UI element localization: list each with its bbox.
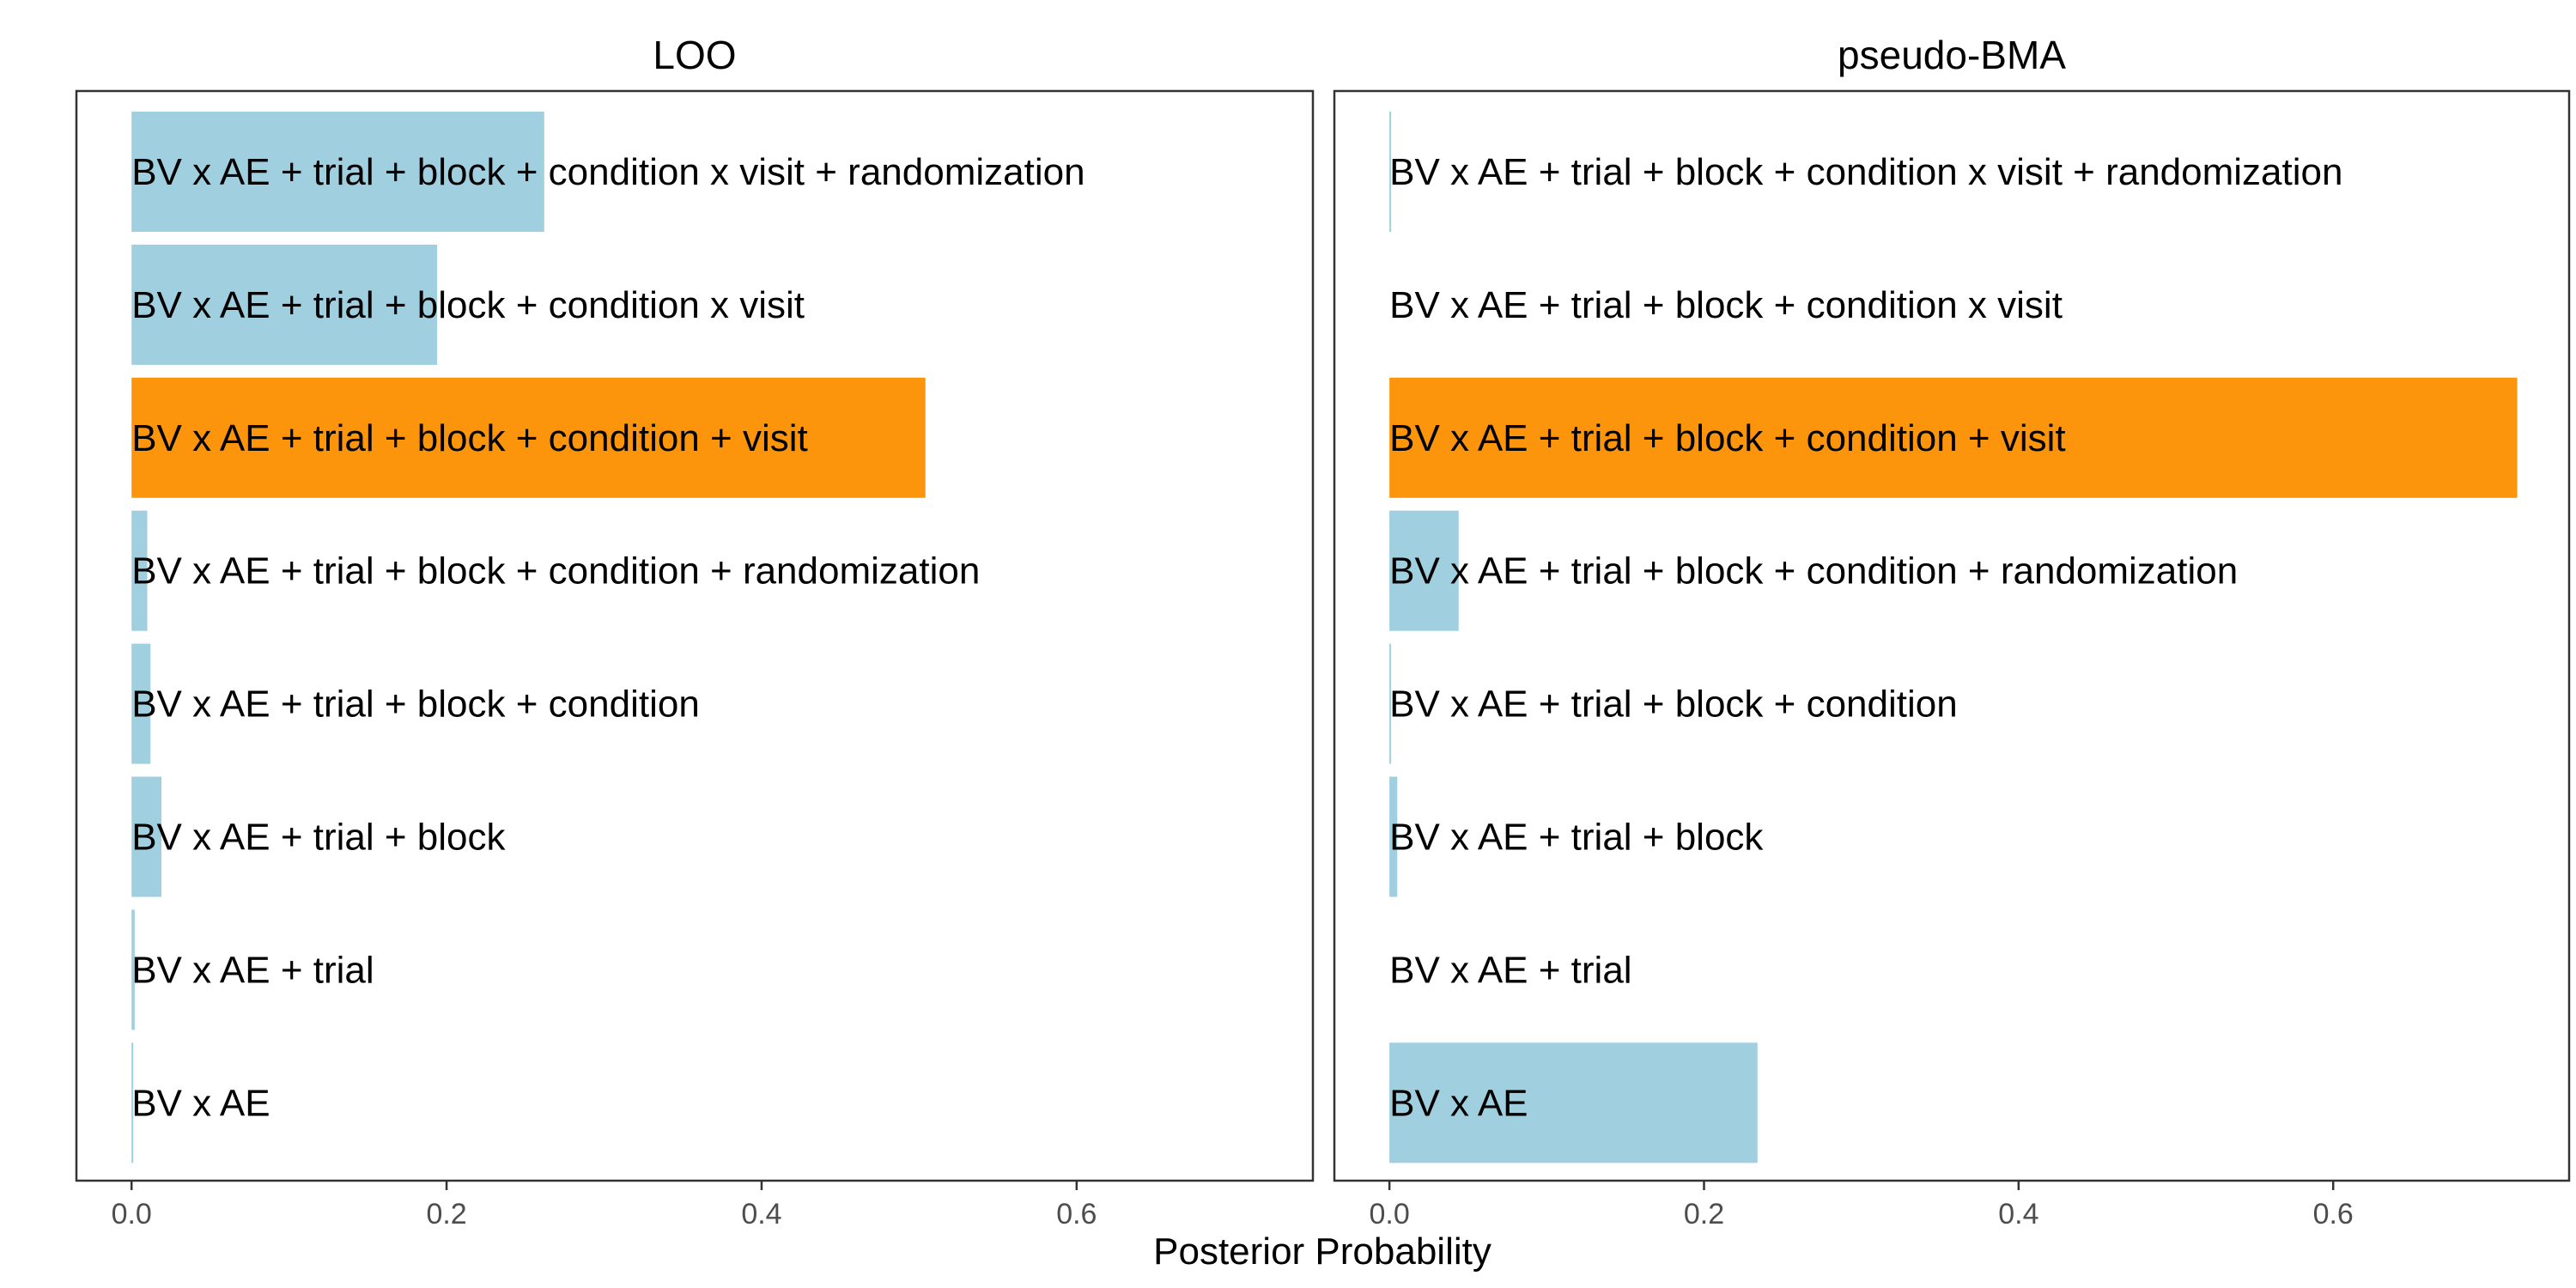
panel-1: LOO BV x AE + trial + block + condition x… — [75, 33, 1315, 1230]
bar — [1389, 112, 1392, 232]
bar-label: BV x AE — [1389, 1082, 1528, 1124]
bar-label: BV x AE + trial + block + condition x vi… — [131, 151, 1084, 193]
bar — [131, 244, 438, 365]
panel-title: pseudo-BMA — [1838, 33, 2066, 77]
bar-label: BV x AE + trial + block + condition + ra… — [1389, 550, 2238, 592]
bar-label: BV x AE + trial — [131, 949, 374, 991]
x-tick-label: 0.2 — [1684, 1198, 1724, 1230]
bar-label: BV x AE + trial + block + condition — [1389, 683, 1958, 726]
x-tick-label: 0.0 — [1369, 1198, 1409, 1230]
bar — [131, 377, 926, 498]
bar-label: BV x AE + trial + block + condition + vi… — [1389, 417, 2066, 459]
bar — [131, 1042, 134, 1163]
x-tick-label: 0.0 — [112, 1198, 152, 1230]
bar-label: BV x AE + trial + block + condition + ra… — [131, 550, 980, 592]
bar-label: BV x AE + trial + block — [1389, 817, 1764, 859]
bar-label: BV x AE + trial — [1389, 949, 1631, 991]
bar-label: BV x AE + trial + block + condition x vi… — [131, 284, 805, 326]
bar-label: BV x AE + trial + block + condition x vi… — [1389, 151, 2342, 193]
bar — [1389, 776, 1398, 897]
bar — [131, 909, 135, 1030]
x-tick-label: 0.2 — [426, 1198, 466, 1230]
x-tick-label: 0.6 — [1056, 1198, 1097, 1230]
bar — [131, 776, 162, 897]
bar-label: BV x AE + trial + block + condition — [131, 683, 700, 726]
bar — [131, 510, 148, 631]
x-tick-label: 0.6 — [2313, 1198, 2354, 1230]
x-tick-label: 0.4 — [741, 1198, 781, 1230]
panel-frame — [1333, 89, 2571, 1182]
panel-frame — [75, 89, 1315, 1182]
bar — [1389, 1042, 1758, 1163]
bar — [131, 112, 544, 232]
bar-label: BV x AE — [131, 1082, 270, 1124]
bar — [1389, 643, 1392, 764]
bar-label: BV x AE + trial + block + condition + vi… — [131, 417, 808, 459]
bar — [1389, 510, 1459, 631]
bar — [131, 643, 151, 764]
x-tick-label: 0.4 — [1998, 1198, 2038, 1230]
panel-title: LOO — [653, 33, 736, 77]
bar — [1389, 377, 2518, 498]
panel-2: pseudo-BMA BV x AE + trial + block + cond… — [1333, 33, 2571, 1230]
bar-label: BV x AE + trial + block + condition x vi… — [1389, 284, 2063, 326]
x-axis-title: Posterior Probability — [1153, 1230, 1492, 1273]
bar-label: BV x AE + trial + block — [131, 817, 506, 859]
